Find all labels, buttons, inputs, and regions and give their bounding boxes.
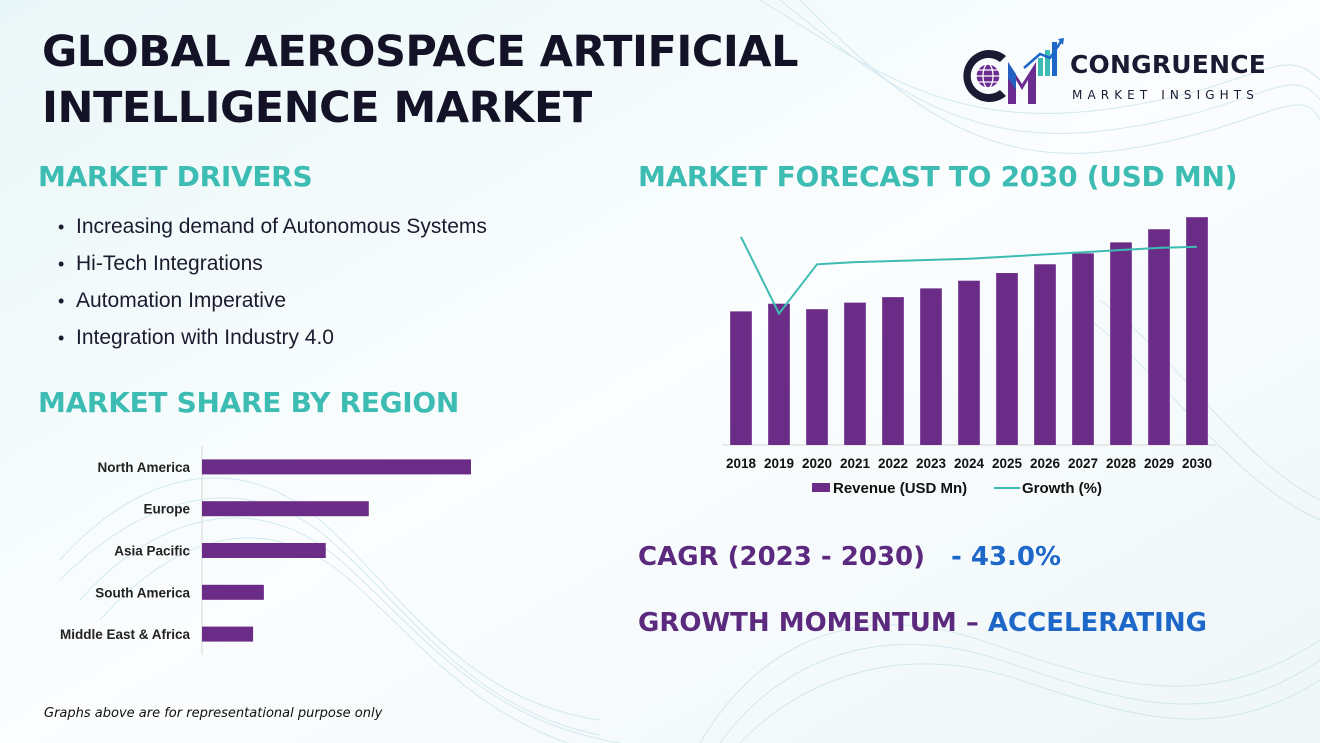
year-tick-label: 2022 bbox=[878, 456, 908, 471]
revenue-bar bbox=[768, 303, 790, 445]
region-bar bbox=[202, 501, 369, 517]
revenue-bar bbox=[844, 302, 866, 445]
revenue-bar bbox=[1110, 242, 1132, 445]
region-label: Europe bbox=[143, 502, 190, 517]
footnote: Graphs above are for representational pu… bbox=[44, 706, 383, 721]
logo-name: CONGRUENCE bbox=[1070, 50, 1267, 79]
driver-item: • Automation Imperative bbox=[58, 284, 487, 321]
region-label: North America bbox=[97, 460, 190, 475]
page-title-line-1: GLOBAL AEROSPACE ARTIFICIAL bbox=[42, 27, 799, 77]
region-bar bbox=[202, 626, 254, 642]
page-title: GLOBAL AEROSPACE ARTIFICIAL INTELLIGENCE… bbox=[42, 24, 902, 136]
growth-momentum-label: GROWTH MOMENTUM – bbox=[638, 608, 979, 638]
revenue-bar bbox=[730, 311, 752, 445]
bullet-icon: • bbox=[58, 254, 65, 274]
year-tick-label: 2030 bbox=[1182, 456, 1212, 471]
cm-globe-growth-logo-icon bbox=[963, 38, 1064, 104]
page-title-line-2: INTELLIGENCE MARKET bbox=[42, 83, 592, 133]
revenue-bar bbox=[1148, 229, 1170, 445]
cagr-stat: CAGR (2023 - 2030) - 43.0% bbox=[638, 542, 1061, 572]
region-bar bbox=[202, 543, 326, 558]
year-tick-label: 2026 bbox=[1030, 456, 1061, 471]
forecast-chart: 2018 2019 2020 2021 2022 2023 2024 2025 2026 2027… bbox=[722, 217, 1216, 497]
legend-growth-label: Growth (%) bbox=[1022, 480, 1102, 497]
driver-text: Hi-Tech Integrations bbox=[76, 252, 263, 275]
region-bar bbox=[202, 459, 471, 475]
region-label: Asia Pacific bbox=[114, 544, 190, 559]
market-drivers-list: • Increasing demand of Autonomous Systems… bbox=[58, 210, 487, 358]
driver-item: • Increasing demand of Autonomous Systems bbox=[58, 210, 487, 247]
logo-subtitle: MARKET INSIGHTS bbox=[1072, 88, 1259, 102]
revenue-bar bbox=[1034, 264, 1056, 445]
year-tick-label: 2025 bbox=[992, 456, 1023, 471]
growth-momentum-stat: GROWTH MOMENTUM – ACCELERATING bbox=[638, 608, 1207, 638]
market-share-by-region-heading: MARKET SHARE BY REGION bbox=[38, 386, 460, 419]
driver-text: Increasing demand of Autonomous Systems bbox=[76, 215, 487, 238]
legend-revenue-swatch bbox=[812, 483, 830, 492]
revenue-bar bbox=[806, 309, 828, 445]
market-forecast-heading: MARKET FORECAST TO 2030 (USD MN) bbox=[638, 160, 1238, 193]
region-label: South America bbox=[95, 585, 190, 600]
bullet-icon: • bbox=[58, 217, 65, 237]
driver-text: Integration with Industry 4.0 bbox=[76, 326, 334, 349]
growth-momentum-value: ACCELERATING bbox=[987, 608, 1207, 638]
bullet-icon: • bbox=[58, 291, 65, 311]
revenue-bar bbox=[920, 288, 942, 445]
year-tick-label: 2019 bbox=[764, 456, 794, 471]
revenue-bar bbox=[958, 280, 980, 445]
region-label: Middle East & Africa bbox=[60, 627, 191, 642]
cagr-label: CAGR (2023 - 2030) bbox=[638, 542, 926, 572]
year-tick-label: 2018 bbox=[726, 456, 757, 471]
market-drivers-heading: MARKET DRIVERS bbox=[38, 160, 313, 193]
cagr-value: - 43.0% bbox=[951, 542, 1062, 572]
legend-revenue-label: Revenue (USD Mn) bbox=[833, 480, 967, 497]
revenue-bar bbox=[1186, 217, 1208, 445]
bullet-icon: • bbox=[58, 328, 65, 348]
growth-line bbox=[740, 236, 1198, 316]
year-tick-label: 2023 bbox=[916, 456, 947, 471]
driver-item: • Integration with Industry 4.0 bbox=[58, 321, 487, 358]
year-tick-label: 2027 bbox=[1068, 456, 1098, 471]
region-chart: North America Europe Asia Pacific South Ame… bbox=[60, 446, 471, 655]
region-bar bbox=[202, 584, 264, 600]
driver-text: Automation Imperative bbox=[76, 289, 287, 312]
revenue-bar bbox=[882, 297, 904, 445]
driver-item: • Hi-Tech Integrations bbox=[58, 247, 487, 284]
revenue-bar bbox=[1072, 253, 1094, 445]
revenue-bar bbox=[996, 273, 1018, 445]
year-tick-label: 2021 bbox=[840, 456, 871, 471]
company-logo: CONGRUENCE MARKET INSIGHTS bbox=[962, 38, 1292, 108]
year-tick-label: 2028 bbox=[1106, 456, 1137, 471]
year-tick-label: 2020 bbox=[802, 456, 832, 471]
year-tick-label: 2029 bbox=[1144, 456, 1174, 471]
year-tick-label: 2024 bbox=[954, 456, 985, 471]
